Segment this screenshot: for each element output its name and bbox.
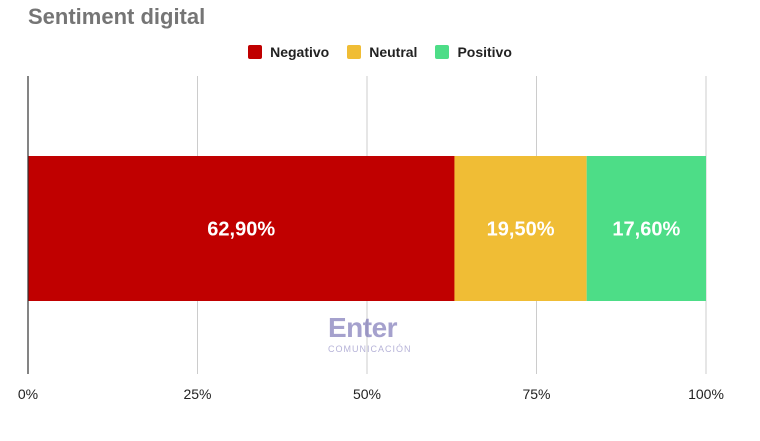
legend-item-positivo[interactable]: Positivo [435, 44, 512, 60]
legend-item-negativo[interactable]: Negativo [248, 44, 329, 60]
legend-label-positivo: Positivo [457, 44, 512, 60]
legend-label-negativo: Negativo [270, 44, 330, 60]
x-tick-label-2: 50% [353, 386, 381, 402]
data-label-positivo: 17,60% [612, 219, 680, 241]
bar-segment-neutral[interactable] [454, 156, 587, 301]
bar-segment-positivo[interactable] [586, 156, 706, 301]
enter-logo-watermark: Enter COMUNICACIÓN [328, 312, 412, 355]
watermark-word: Enter [328, 312, 398, 343]
x-tick-label-4: 100% [688, 386, 724, 402]
legend-swatch-neutral [347, 45, 362, 59]
x-tick-label-1: 25% [183, 386, 211, 402]
legend-item-neutral[interactable]: Neutral [347, 44, 417, 60]
data-label-neutral: 19,50% [487, 219, 555, 241]
legend-swatch-negativo [248, 45, 263, 59]
legend-label-neutral: Neutral [369, 44, 418, 60]
data-label-negativo: 62,90% [207, 219, 275, 241]
chart-title: Sentiment digital [28, 4, 206, 29]
legend-swatch-positivo [435, 45, 450, 59]
watermark-sub: COMUNICACIÓN [328, 344, 412, 354]
x-tick-label-0: 0% [18, 386, 38, 402]
x-tick-label-3: 75% [522, 386, 550, 402]
chart-legend: Negativo Neutral Positivo [0, 44, 760, 60]
bar-segment-negativo[interactable] [28, 156, 455, 301]
